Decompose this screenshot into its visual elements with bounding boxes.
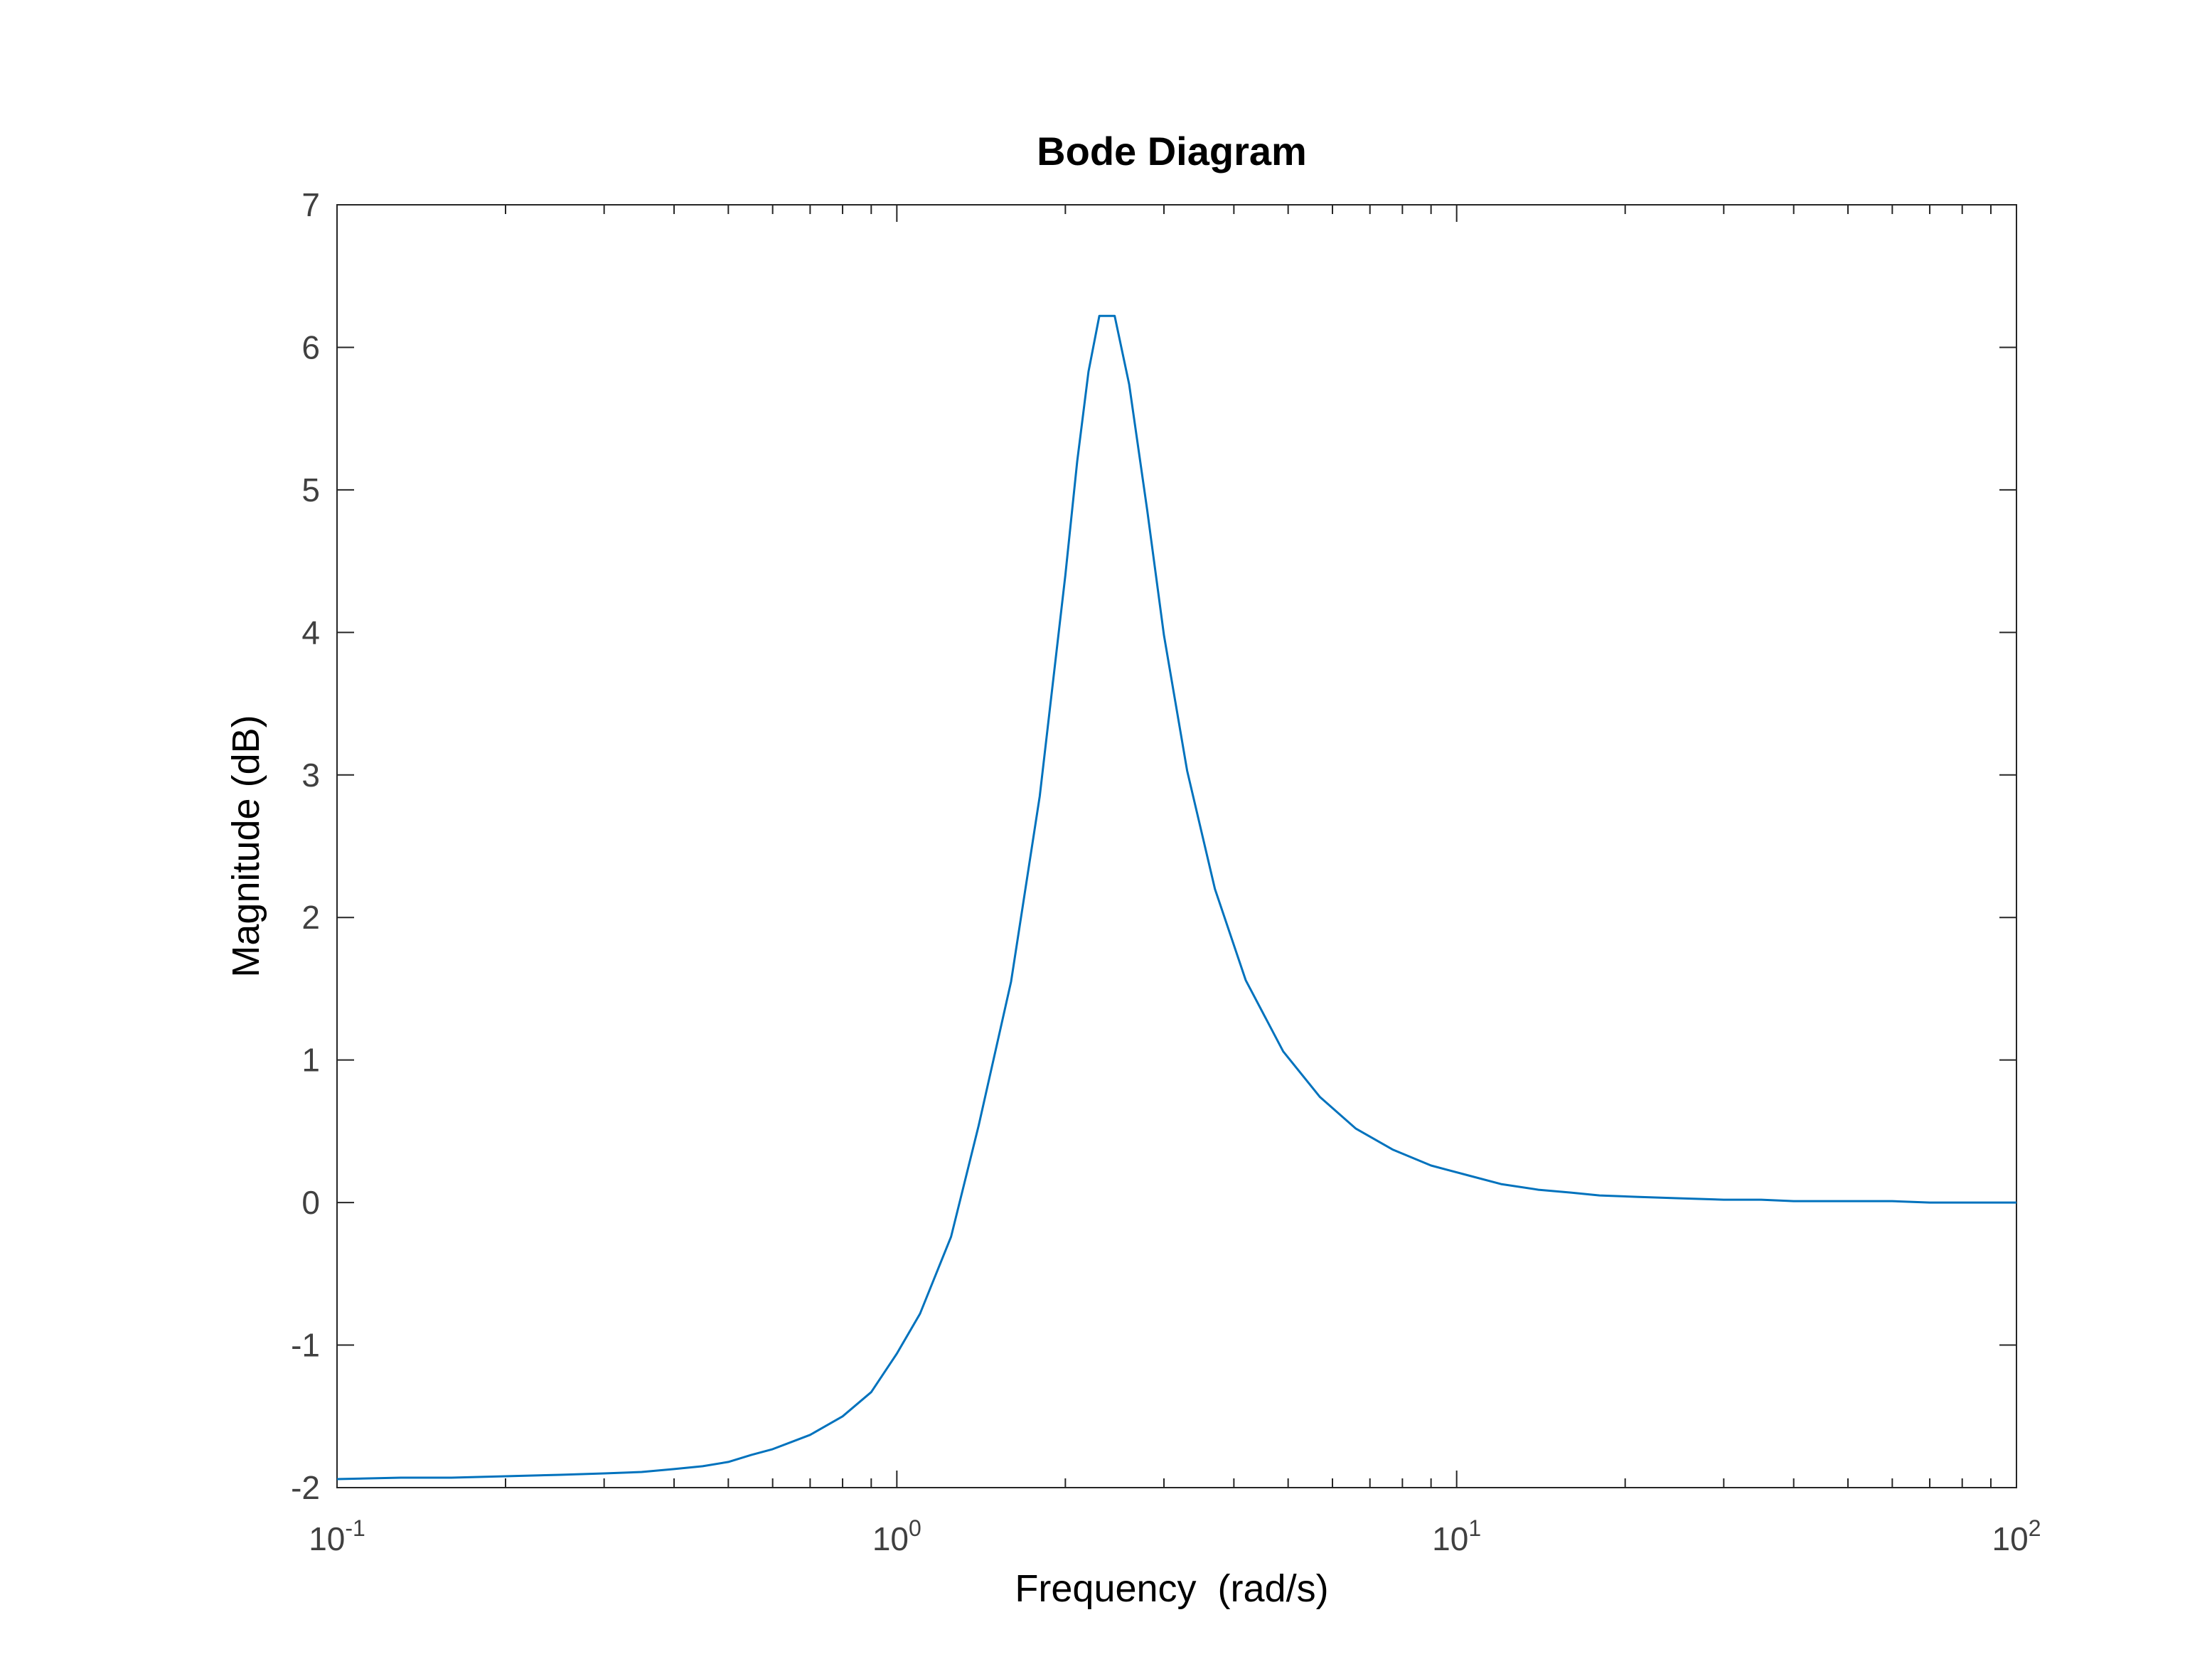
y-tick-label: 4 bbox=[301, 614, 320, 651]
y-tick-label: -2 bbox=[291, 1469, 320, 1506]
x-axis-label: Frequency (rad/s) bbox=[1015, 1567, 1328, 1610]
y-tick-label: 5 bbox=[301, 471, 320, 508]
y-tick-label: 1 bbox=[301, 1042, 320, 1079]
y-tick-label: 2 bbox=[301, 899, 320, 936]
y-axis-label: Magnitude (dB) bbox=[225, 715, 267, 977]
y-tick-label: 6 bbox=[301, 329, 320, 366]
magnitude-line bbox=[336, 314, 2016, 1481]
y-tick-label: 3 bbox=[301, 757, 320, 794]
x-tick-label: 102 bbox=[1992, 1515, 2041, 1557]
chart-title: Bode Diagram bbox=[1037, 129, 1307, 174]
y-tick-label: -1 bbox=[291, 1327, 320, 1364]
x-tick-label: 101 bbox=[1432, 1515, 1481, 1557]
y-tick-label: 0 bbox=[301, 1184, 320, 1221]
axes-box bbox=[336, 204, 2017, 1488]
y-tick-label: 7 bbox=[301, 186, 320, 223]
